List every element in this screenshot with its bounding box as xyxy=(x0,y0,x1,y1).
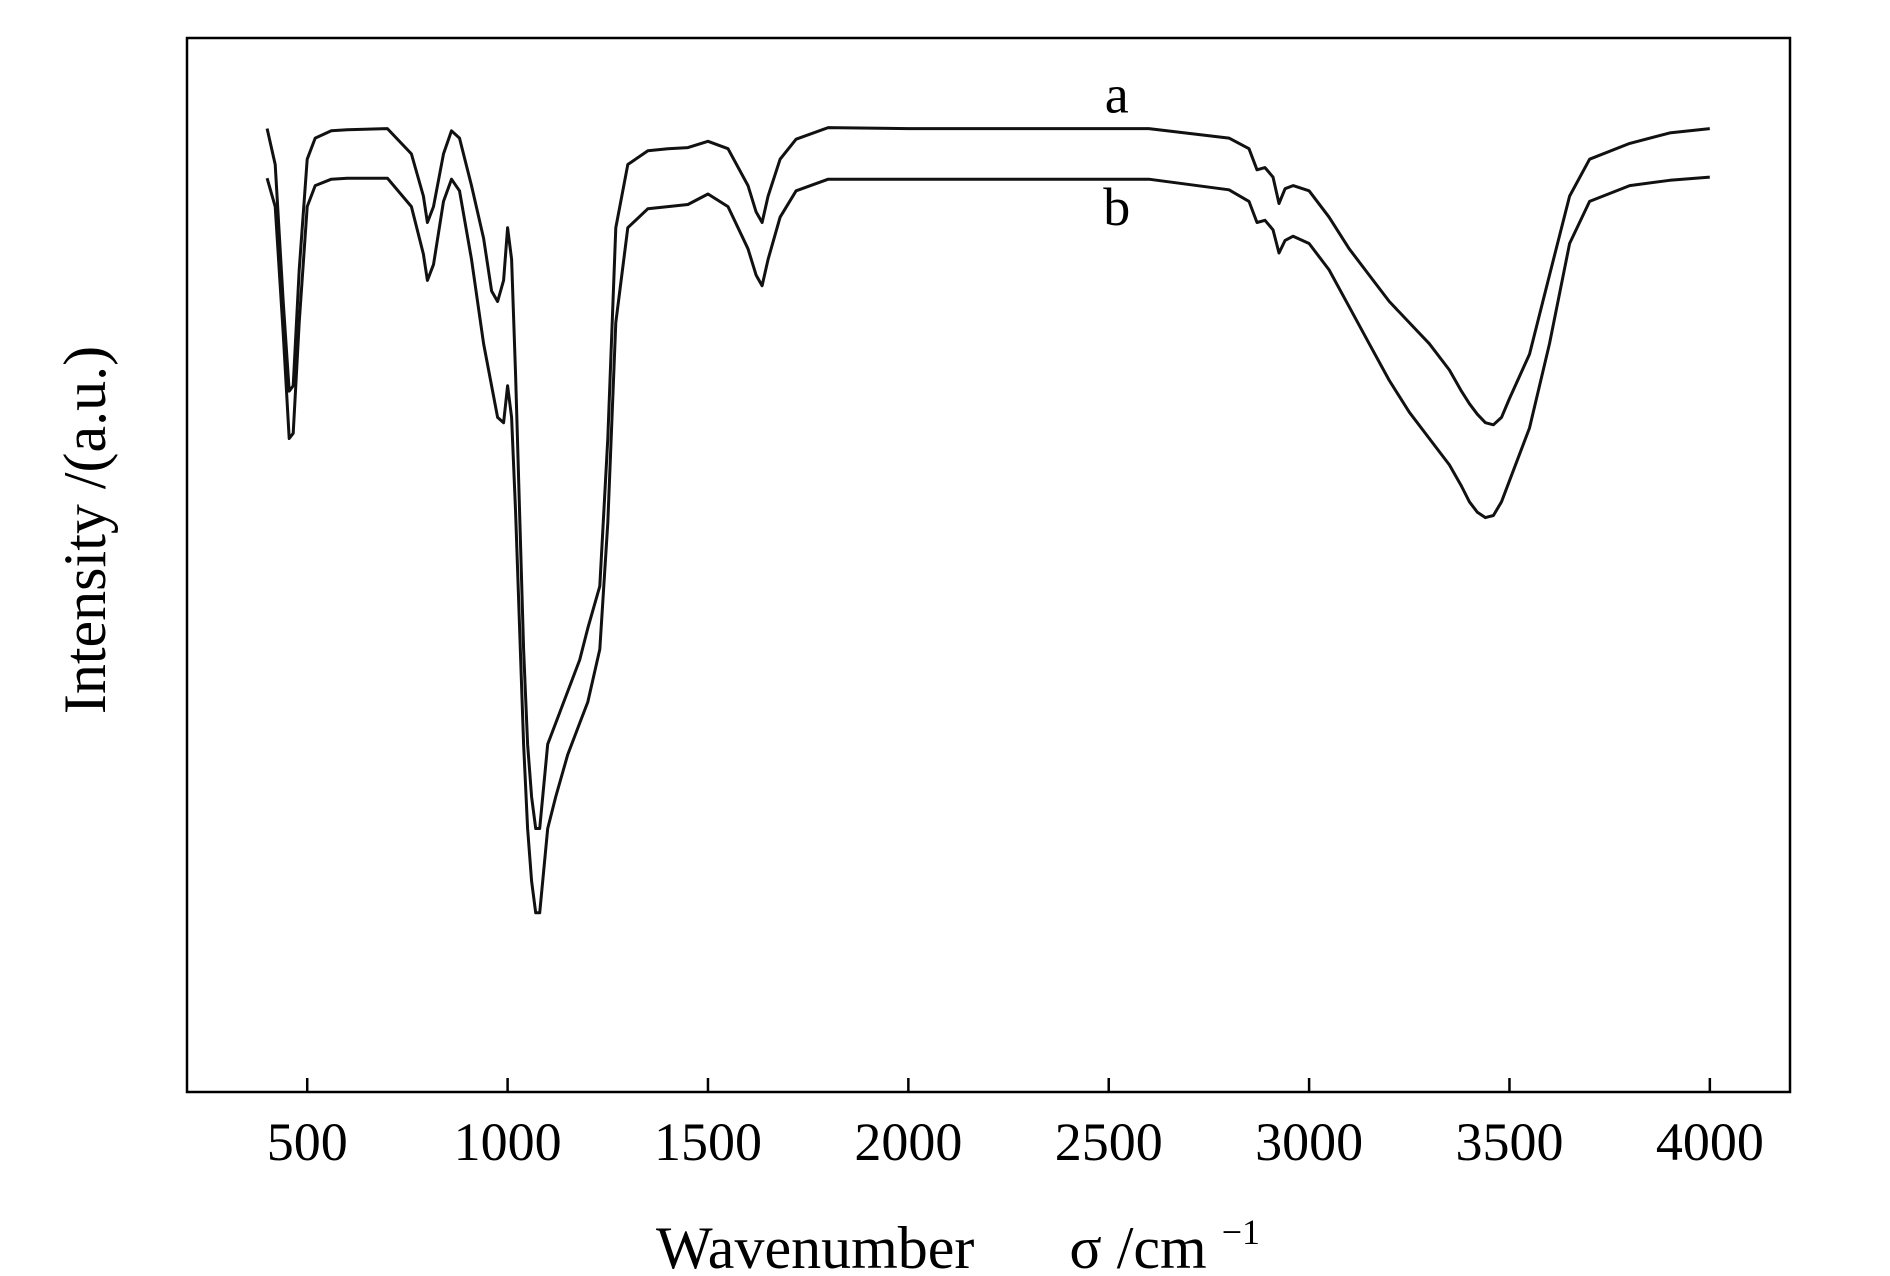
x-axis-title-unit: /cm xyxy=(1117,1215,1207,1276)
plot-frame xyxy=(185,36,1792,1094)
x-tick-label-1000: 1000 xyxy=(454,1112,562,1172)
x-axis-title-unit-exponent: −1 xyxy=(1222,1212,1260,1252)
x-tick-label-2000: 2000 xyxy=(854,1112,962,1172)
series-line-b xyxy=(265,175,1710,915)
x-axis-tick-labels: 500 1000 1500 2000 2500 3000 3500 4000 xyxy=(267,1112,1764,1172)
series-label-b: b xyxy=(1103,177,1130,237)
x-axis-title-word: Wavenumber xyxy=(656,1215,974,1276)
x-axis-title-symbol: σ xyxy=(1069,1215,1101,1276)
series-group xyxy=(265,126,1710,915)
x-tick-label-3500: 3500 xyxy=(1455,1112,1563,1172)
x-tick-label-3000: 3000 xyxy=(1255,1112,1363,1172)
series-label-a: a xyxy=(1105,65,1129,125)
x-tick-label-1500: 1500 xyxy=(654,1112,762,1172)
x-tick-label-2500: 2500 xyxy=(1055,1112,1163,1172)
series-labels: ab xyxy=(1103,65,1130,238)
x-axis-title: Wavenumber σ /cm −1 xyxy=(656,1212,1260,1276)
x-axis-ticks xyxy=(305,1078,1712,1092)
y-axis-title: Intensity /(a.u.) xyxy=(52,346,118,714)
x-tick-label-4000: 4000 xyxy=(1656,1112,1764,1172)
series-line-a xyxy=(265,126,1710,830)
x-tick-label-500: 500 xyxy=(267,1112,348,1172)
